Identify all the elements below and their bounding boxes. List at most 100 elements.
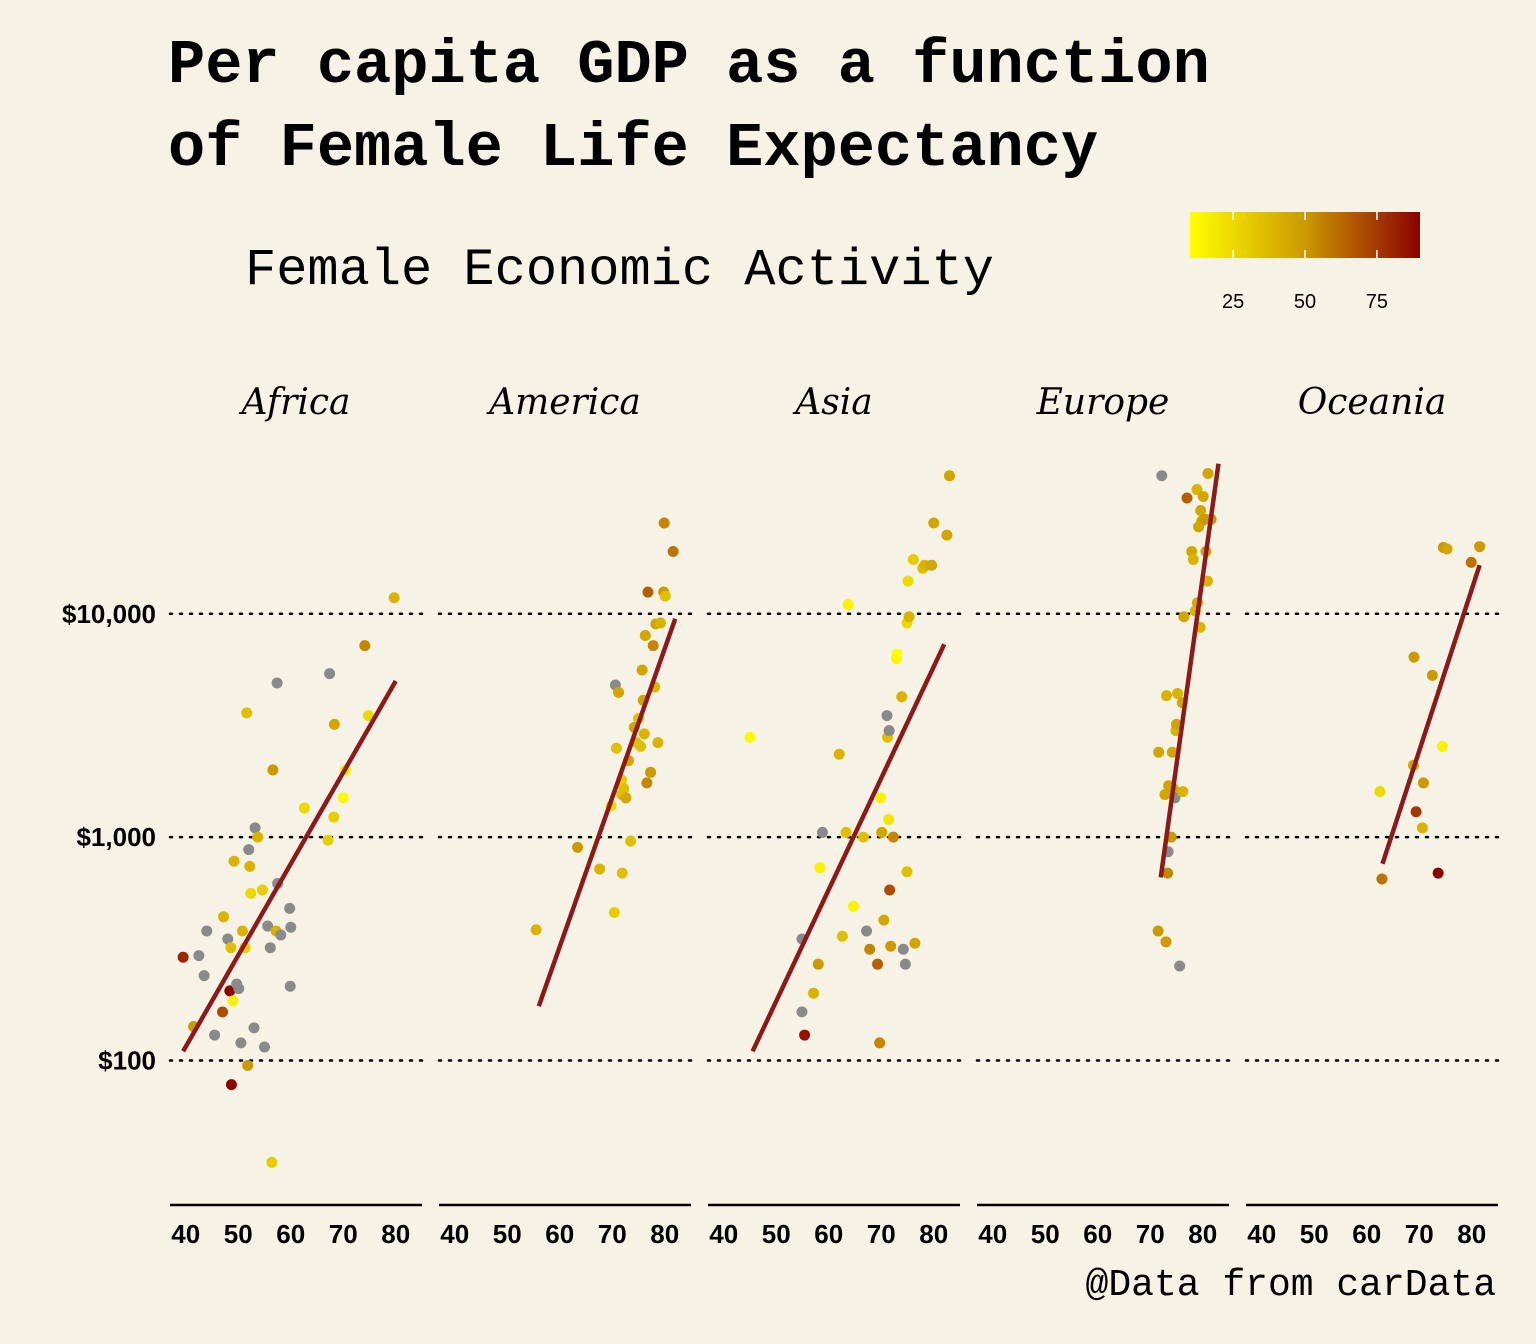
data-point — [1181, 492, 1193, 504]
x-tick-label: 70 — [1136, 1219, 1165, 1249]
data-point — [235, 1037, 247, 1049]
data-point — [233, 983, 245, 995]
data-point — [1177, 786, 1189, 798]
data-point — [1171, 718, 1182, 730]
data-point — [744, 731, 756, 743]
x-tick-label: 60 — [545, 1219, 574, 1249]
x-tick-label: 40 — [978, 1219, 1007, 1249]
x-tick-label: 80 — [919, 1219, 948, 1249]
data-point — [259, 1041, 270, 1053]
data-point — [840, 826, 852, 838]
data-point — [861, 925, 873, 937]
x-tick-label: 50 — [224, 1219, 253, 1249]
data-point — [655, 617, 667, 629]
facet-label: Asia — [792, 382, 872, 423]
data-point — [1197, 491, 1209, 503]
legend-tick-label: 25 — [1222, 291, 1244, 313]
facet-label: America — [486, 382, 641, 423]
data-point — [228, 855, 240, 867]
data-point — [201, 925, 213, 937]
data-point — [1426, 669, 1438, 681]
data-point — [620, 792, 632, 804]
data-point — [1432, 867, 1444, 879]
x-tick-label: 80 — [1457, 1219, 1486, 1249]
data-point — [659, 590, 671, 602]
data-point — [224, 985, 236, 997]
x-tick-label: 80 — [381, 1219, 410, 1249]
x-tick-label: 60 — [814, 1219, 843, 1249]
data-point — [885, 940, 897, 952]
x-tick-label: 60 — [276, 1219, 305, 1249]
data-point — [883, 725, 895, 737]
data-point — [610, 742, 622, 754]
x-tick-label: 70 — [1405, 1219, 1434, 1249]
data-point — [245, 887, 257, 899]
data-point — [337, 792, 349, 804]
data-point — [816, 826, 828, 838]
data-point — [209, 1029, 221, 1041]
data-point — [842, 599, 854, 611]
facet-panel-europe: Europe 40 50 60 70 80 — [975, 382, 1231, 1249]
data-point — [271, 677, 283, 689]
data-point — [225, 1079, 237, 1091]
data-point — [1474, 541, 1486, 553]
facet-label: Africa — [238, 382, 350, 423]
data-point — [1156, 470, 1168, 482]
x-tick-label: 70 — [598, 1219, 627, 1249]
caption: @Data from carData — [1086, 1264, 1496, 1307]
data-point — [645, 766, 657, 778]
data-point — [836, 930, 848, 942]
data-point — [814, 862, 826, 874]
data-point — [1152, 925, 1164, 937]
data-point — [1408, 651, 1420, 663]
legend-ticks: 25 50 75 — [1222, 212, 1388, 313]
data-point — [941, 529, 953, 541]
data-point — [625, 835, 637, 847]
trend-line — [750, 643, 947, 1053]
data-point — [864, 943, 876, 955]
data-point — [572, 841, 584, 853]
data-point — [902, 575, 914, 587]
data-point — [907, 554, 919, 566]
facet-label: Europe — [1036, 382, 1170, 423]
data-point — [812, 958, 824, 970]
data-point — [874, 1037, 886, 1049]
legend-title: Female Economic Activity — [245, 241, 994, 300]
data-point — [236, 925, 248, 937]
data-point — [926, 559, 938, 571]
data-point — [613, 686, 625, 698]
x-tick-label: 40 — [440, 1219, 469, 1249]
facet-panel-oceania: Oceania 40 50 60 70 80 — [1244, 382, 1500, 1249]
data-point — [264, 942, 276, 954]
data-point — [928, 517, 940, 529]
data-point — [1416, 822, 1428, 834]
trend-line — [536, 618, 678, 1007]
data-point — [249, 822, 261, 834]
y-tick-label: $10,000 — [62, 599, 156, 629]
data-point — [897, 943, 909, 955]
data-point — [248, 1022, 260, 1034]
data-point — [1374, 786, 1386, 798]
x-tick-label: 50 — [762, 1219, 791, 1249]
data-point — [1153, 746, 1165, 758]
chart-title-line-2: of Female Life Expectancy — [168, 113, 1098, 184]
data-point — [530, 924, 542, 936]
trend-line — [1380, 564, 1482, 865]
data-point — [242, 1060, 254, 1072]
data-point — [1191, 484, 1203, 496]
data-point — [1162, 867, 1174, 879]
data-point — [275, 929, 287, 941]
facet-label: Oceania — [1298, 382, 1447, 423]
data-point — [324, 668, 336, 680]
data-point — [256, 884, 268, 896]
data-point — [328, 811, 340, 823]
data-point — [1159, 789, 1171, 801]
legend-tick-label: 75 — [1366, 291, 1388, 313]
x-tick-label: 40 — [171, 1219, 200, 1249]
data-point — [808, 987, 820, 999]
data-point — [1465, 556, 1477, 568]
data-point — [887, 831, 899, 843]
data-point — [1178, 611, 1190, 623]
data-point — [796, 1006, 808, 1018]
